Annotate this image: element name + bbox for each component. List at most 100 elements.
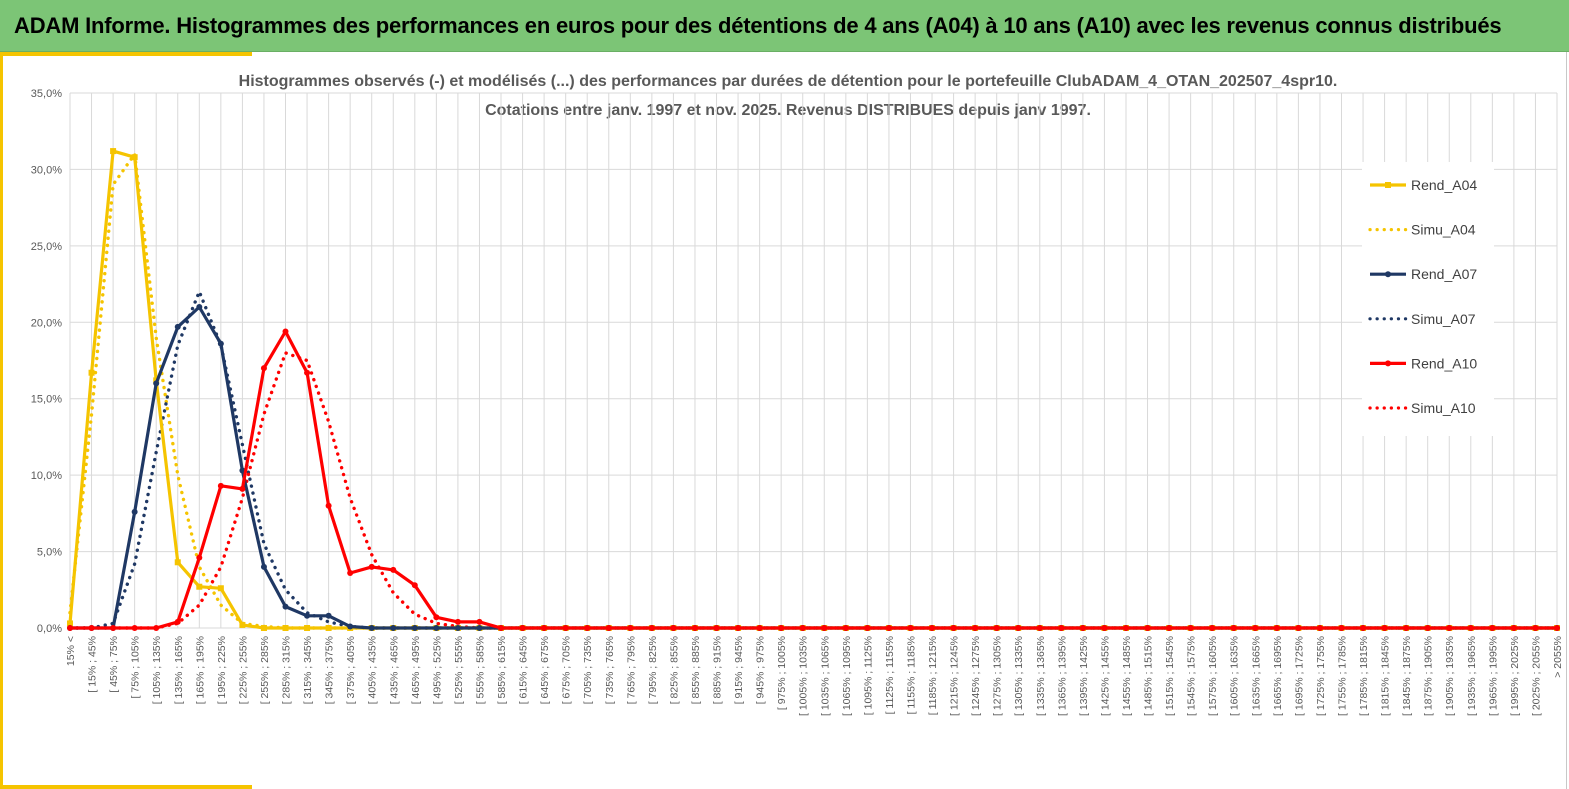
x-tick-label: [ 855% ; 885% — [690, 636, 702, 704]
y-tick-label: 5,0% — [37, 547, 62, 559]
data-point — [1403, 625, 1410, 631]
data-point — [1510, 625, 1517, 631]
data-point — [196, 583, 203, 590]
x-tick-label: [ 1815% ; 1845% — [1380, 636, 1392, 716]
x-tick-label: [ 75% ; 105% — [130, 636, 142, 698]
series-line — [68, 351, 1559, 630]
x-tick-label: [ 1245% ; 1275% — [970, 636, 982, 716]
data-point — [1079, 625, 1086, 631]
data-point — [1446, 625, 1453, 631]
x-tick-label: [ 1755% ; 1785% — [1336, 636, 1348, 716]
histogram-chart: Histogrammes observés (-) et modélisés (… — [31, 73, 1564, 716]
data-point — [1036, 625, 1043, 631]
x-tick-label: [ 1155% ; 1185% — [905, 636, 917, 714]
x-tick-label: [ 525% ; 555% — [453, 636, 465, 704]
data-point — [282, 328, 289, 335]
x-tick-label: [ 1485% ; 1515% — [1143, 636, 1155, 716]
x-tick-label: [ 585% ; 615% — [496, 636, 508, 704]
legend-marker — [1385, 182, 1391, 188]
data-point — [131, 625, 138, 631]
x-tick-label: [ 975% ; 1005% — [776, 636, 788, 710]
legend-label: Simu_A04 — [1411, 222, 1476, 238]
series-line — [68, 289, 1559, 630]
x-tick-label: [ 1425% ; 1455% — [1099, 636, 1111, 716]
data-point — [670, 625, 677, 631]
data-point — [885, 625, 892, 631]
x-tick-label: [ 1185% ; 1215% — [927, 636, 939, 715]
data-point — [713, 625, 720, 631]
x-tick-label: [ 165% ; 195% — [194, 636, 206, 704]
data-point — [1316, 625, 1323, 631]
data-point — [217, 340, 224, 347]
data-point — [1144, 625, 1151, 631]
series-simu-a04 — [68, 152, 1559, 630]
x-tick-label: [ 1875% ; 1905% — [1423, 636, 1435, 716]
x-tick-label: [ 1275% ; 1305% — [992, 636, 1004, 716]
x-tick-label: [ 1065% ; 1095% — [841, 636, 853, 716]
data-point — [691, 625, 698, 631]
y-axis: 0,0% 5,0% 10,0% 15,0% 20,0% 25,0% 30,0% 35,0% — [31, 88, 62, 635]
data-point — [562, 625, 569, 631]
x-tick-label: [ 795% ; 825% — [647, 636, 659, 704]
data-point — [260, 563, 267, 570]
data-point — [498, 625, 505, 631]
data-point — [325, 502, 332, 509]
data-point — [411, 582, 418, 589]
x-tick-label: [ 465% ; 495% — [410, 636, 422, 704]
x-tick-label: [ 1035% ; 1065% — [819, 636, 831, 716]
data-point — [584, 625, 591, 631]
data-point — [972, 625, 979, 631]
x-tick-label: [ 1395% ; 1425% — [1078, 636, 1090, 716]
series-line — [68, 149, 1557, 630]
data-point — [131, 508, 138, 515]
x-tick-label: [ 735% ; 765% — [604, 636, 616, 704]
x-tick-label: [ 885% ; 915% — [712, 636, 724, 704]
data-point — [153, 625, 160, 631]
data-point — [433, 614, 440, 621]
data-point — [1381, 625, 1388, 631]
data-point — [907, 625, 914, 631]
x-tick-label: [ 1665% ; 1695% — [1272, 636, 1284, 716]
data-point — [735, 625, 742, 631]
legend-item: Rend_A10 — [1370, 355, 1477, 371]
x-tick-label: [ 825% ; 855% — [668, 636, 680, 704]
x-tick-label: [ 255% ; 285% — [259, 636, 271, 704]
x-axis: 15% < [ 15% ; 45% [ 45% ; 75% [ 75% ; 105% [… — [65, 636, 1564, 716]
data-point — [1424, 625, 1431, 631]
data-point — [153, 380, 160, 387]
series-simu-a10 — [68, 351, 1559, 630]
x-tick-label: [ 1095% ; 1125% — [862, 636, 874, 715]
data-point — [304, 625, 311, 631]
x-tick-label: [ 915% ; 945% — [733, 636, 745, 704]
x-tick-label: [ 2025% ; 2055% — [1530, 636, 1542, 716]
data-point — [1489, 625, 1496, 631]
data-point — [821, 625, 828, 631]
x-tick-label: [ 1845% ; 1875% — [1401, 636, 1413, 716]
gridlines — [69, 92, 1558, 629]
data-point — [627, 625, 634, 631]
data-point — [368, 563, 375, 570]
data-point — [88, 625, 95, 631]
legend: Rend_A04 Simu_A04 Rend_A07 Simu_A07 Rend_A10… — [1362, 162, 1494, 436]
data-point — [648, 625, 655, 631]
x-tick-label: [ 555% ; 585% — [474, 636, 486, 704]
legend-label: Rend_A04 — [1411, 177, 1477, 193]
y-tick-label: 25,0% — [31, 241, 62, 253]
data-point — [390, 566, 397, 573]
header-banner: ADAM Informe. Histogrammes des performan… — [0, 0, 1569, 52]
x-tick-label: [ 225% ; 255% — [237, 636, 249, 704]
x-tick-label: [ 195% ; 225% — [216, 636, 228, 704]
x-tick-label: [ 675% ; 705% — [561, 636, 573, 704]
data-point — [799, 625, 806, 631]
data-point — [1360, 625, 1367, 631]
x-tick-label: [ 1365% ; 1395% — [1056, 636, 1068, 716]
data-point — [67, 625, 73, 631]
data-point — [1058, 625, 1065, 631]
y-tick-label: 15,0% — [31, 394, 62, 406]
x-tick-label: [ 1695% ; 1725% — [1293, 636, 1305, 716]
data-point — [239, 485, 246, 492]
x-tick-label: [ 405% ; 435% — [367, 636, 379, 704]
x-tick-label: [ 1605% ; 1635% — [1229, 636, 1241, 716]
data-point — [993, 625, 1000, 631]
data-point — [304, 612, 311, 619]
